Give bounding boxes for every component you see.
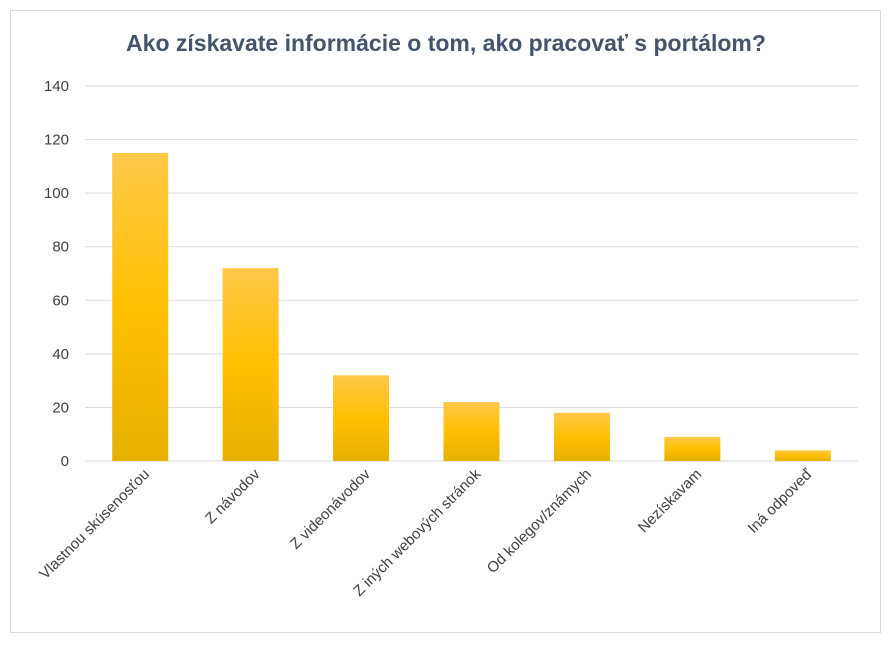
bar xyxy=(443,402,500,461)
y-tick-label: 80 xyxy=(52,239,69,256)
y-tick-label: 60 xyxy=(52,292,69,309)
bar xyxy=(112,152,169,461)
x-tick-label: Iná odpoveď xyxy=(745,465,817,537)
bar xyxy=(553,412,610,461)
gridlines xyxy=(85,85,858,462)
x-tick-label: Vlastnou skúsenosťou xyxy=(36,466,153,583)
y-tick-label: 120 xyxy=(44,132,69,149)
x-tick-label: Od kolegov/známych xyxy=(484,466,595,577)
y-tick-label: 140 xyxy=(44,78,69,95)
y-tick-label: 40 xyxy=(52,346,69,363)
x-tick-label: Nezískavam xyxy=(635,466,705,536)
y-axis-ticks: 0 20 40 60 80 100 120 140 xyxy=(44,78,69,470)
bars xyxy=(112,152,831,461)
x-axis-labels: Vlastnou skúsenosťou Z návodov Z videonávo… xyxy=(36,465,816,600)
chart-title: Ako získavate informácie o tom, ako prac… xyxy=(126,30,766,56)
x-tick-label: Z videonávodov xyxy=(287,465,374,552)
bar xyxy=(333,375,390,461)
y-tick-label: 100 xyxy=(44,185,69,202)
y-tick-label: 20 xyxy=(52,399,69,416)
bar xyxy=(222,268,279,461)
bar xyxy=(774,450,831,461)
x-tick-label: Z návodov xyxy=(202,465,264,527)
y-tick-label: 0 xyxy=(61,453,69,470)
x-tick-label: Z iných webových stránok xyxy=(350,465,484,599)
bar xyxy=(664,436,721,461)
